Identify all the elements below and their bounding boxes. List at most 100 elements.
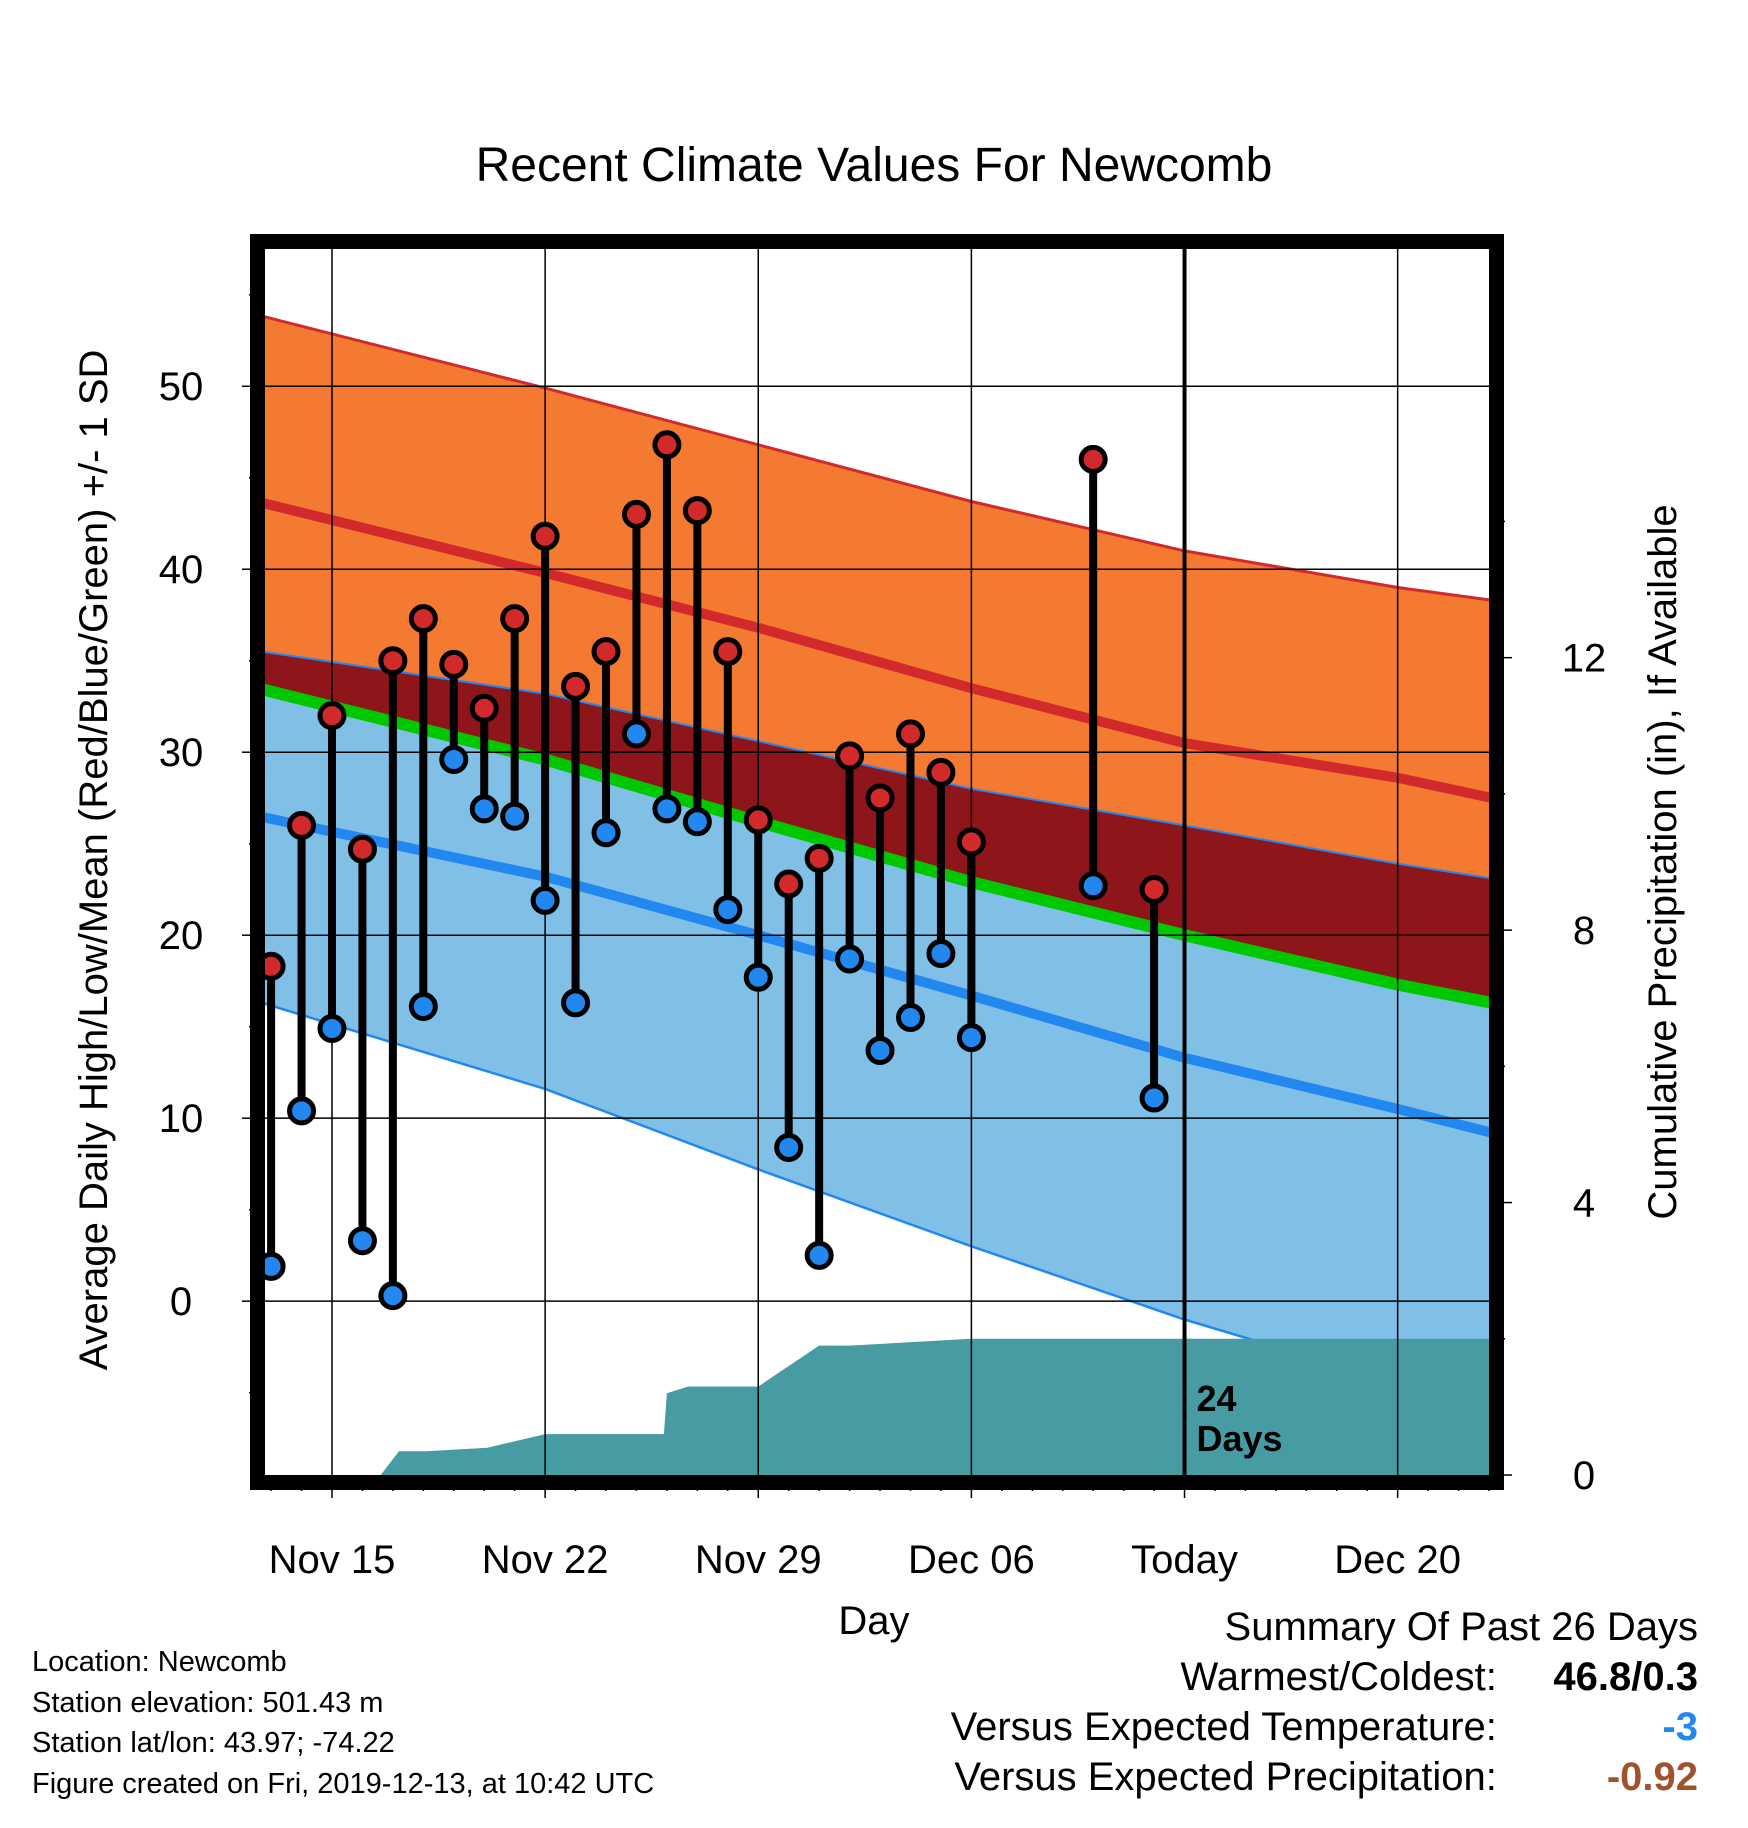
observed-day xyxy=(713,637,743,925)
plot-frame xyxy=(250,234,1504,1490)
observed-low-point xyxy=(408,992,438,1022)
observed-high-point xyxy=(682,496,712,526)
observed-high-point xyxy=(1139,874,1169,904)
observed-high-point xyxy=(561,671,591,701)
x-tick-label: Dec 06 xyxy=(908,1538,1035,1582)
temp-label: Versus Expected Temperature: xyxy=(950,1705,1497,1749)
observed-day xyxy=(1078,444,1108,901)
observed-high-point xyxy=(287,810,317,840)
observed-high-point xyxy=(317,701,347,731)
observed-day xyxy=(956,827,986,1053)
observed-low-point xyxy=(743,962,773,992)
observed-day xyxy=(835,741,865,974)
created-text: Figure created on Fri, 2019-12-13, at 10… xyxy=(32,1767,655,1800)
elevation-text: Station elevation: 501.43 m xyxy=(32,1686,384,1719)
warm-cold-value: 46.8/0.3 xyxy=(1553,1655,1698,1699)
observed-day xyxy=(774,869,804,1162)
observed-high-point xyxy=(926,757,956,787)
observed-day xyxy=(1139,874,1169,1113)
observed-low-point xyxy=(287,1096,317,1126)
observed-low-point xyxy=(652,794,682,824)
observed-day xyxy=(926,757,956,968)
x-tick-label: Today xyxy=(1131,1538,1238,1582)
precip-label: Versus Expected Precipitation: xyxy=(954,1755,1497,1799)
observed-day xyxy=(743,805,773,992)
observed-low-point xyxy=(561,988,591,1018)
observed-high-point xyxy=(408,604,438,634)
x-tick-label: Nov 29 xyxy=(695,1538,822,1582)
observed-high-point xyxy=(652,430,682,460)
observed-high-point xyxy=(347,834,377,864)
y-axis-label: Average Daily High/Low/Mean (Red/Blue/Gr… xyxy=(72,350,116,1371)
observed-high-point xyxy=(500,604,530,634)
precipitation-area xyxy=(265,1338,1489,1475)
observed-low-point xyxy=(378,1281,408,1311)
today-annotation-line: 24 xyxy=(1197,1378,1237,1419)
summary-temp: Versus Expected Temperature: -3 xyxy=(951,1702,1698,1752)
observed-high-point xyxy=(591,637,621,667)
station-info: Location: Newcomb Station elevation: 501… xyxy=(32,1642,654,1804)
summary-panel: Summary Of Past 26 Days Warmest/Coldest:… xyxy=(951,1602,1698,1802)
observed-low-point xyxy=(865,1035,895,1065)
warm-cold-label: Warmest/Coldest: xyxy=(1180,1655,1497,1699)
observed-low-point xyxy=(265,1251,286,1281)
y-tick-label: 20 xyxy=(159,914,204,958)
observed-low-point xyxy=(347,1226,377,1256)
observed-day xyxy=(895,719,925,1033)
observed-high-point xyxy=(1078,444,1108,474)
observed-day xyxy=(652,430,682,824)
observed-low-point xyxy=(835,944,865,974)
observed-low-point xyxy=(500,801,530,831)
y2-axis-label: Cumulative Precipitation (in), If Availa… xyxy=(1641,504,1685,1219)
observed-day xyxy=(347,834,377,1256)
observed-day xyxy=(408,604,438,1022)
observed-high-point xyxy=(265,951,286,981)
y2-tick-label: 12 xyxy=(1562,637,1607,681)
observed-day xyxy=(865,783,895,1065)
observed-low-point xyxy=(713,895,743,925)
temp-value: -3 xyxy=(1662,1705,1698,1749)
observed-low-point xyxy=(1139,1083,1169,1113)
observed-low-point xyxy=(469,794,499,824)
observed-high-point xyxy=(621,499,651,529)
observed-high-point xyxy=(743,805,773,835)
observed-low-point xyxy=(530,885,560,915)
x-axis-label: Day xyxy=(838,1599,909,1643)
precip-value: -0.92 xyxy=(1606,1755,1698,1799)
observed-day xyxy=(804,843,834,1270)
y-tick-label: 50 xyxy=(159,365,204,409)
y-tick-label: 30 xyxy=(159,731,204,775)
today-annotation: 24 Days xyxy=(1197,1378,1283,1459)
y2-tick-label: 8 xyxy=(1573,909,1595,953)
observed-high-point xyxy=(469,693,499,723)
summary-precip: Versus Expected Precipitation: -0.92 xyxy=(951,1752,1698,1802)
summary-heading: Summary Of Past 26 Days xyxy=(1224,1605,1698,1649)
x-tick-label: Dec 20 xyxy=(1334,1538,1461,1582)
observed-low-point xyxy=(621,719,651,749)
observed-day xyxy=(682,496,712,837)
observed-high-point xyxy=(895,719,925,749)
observed-high-point xyxy=(713,637,743,667)
observed-high-point xyxy=(956,827,986,857)
observed-high-point xyxy=(865,783,895,813)
latlon-text: Station lat/lon: 43.97; -74.22 xyxy=(32,1727,395,1759)
location-text: Location: Newcomb xyxy=(32,1646,287,1678)
observed-day xyxy=(469,693,499,824)
observed-high-point xyxy=(835,741,865,771)
x-tick-label: Nov 22 xyxy=(482,1538,609,1582)
observed-day xyxy=(317,701,347,1044)
observed-low-point xyxy=(926,938,956,968)
chart-title: Recent Climate Values For Newcomb xyxy=(476,139,1273,192)
observed-high-point xyxy=(530,521,560,551)
observed-low-point xyxy=(956,1023,986,1053)
observed-low-point xyxy=(591,818,621,848)
today-annotation-line: Days xyxy=(1197,1418,1283,1459)
y2-tick-label: 0 xyxy=(1573,1454,1595,1498)
observed-day xyxy=(378,646,408,1311)
summary-warm-cold: Warmest/Coldest: 46.8/0.3 xyxy=(951,1652,1699,1702)
observed-high-point xyxy=(439,649,469,679)
observed-low-point xyxy=(682,807,712,837)
observed-day xyxy=(621,499,651,749)
observed-day xyxy=(287,810,317,1126)
